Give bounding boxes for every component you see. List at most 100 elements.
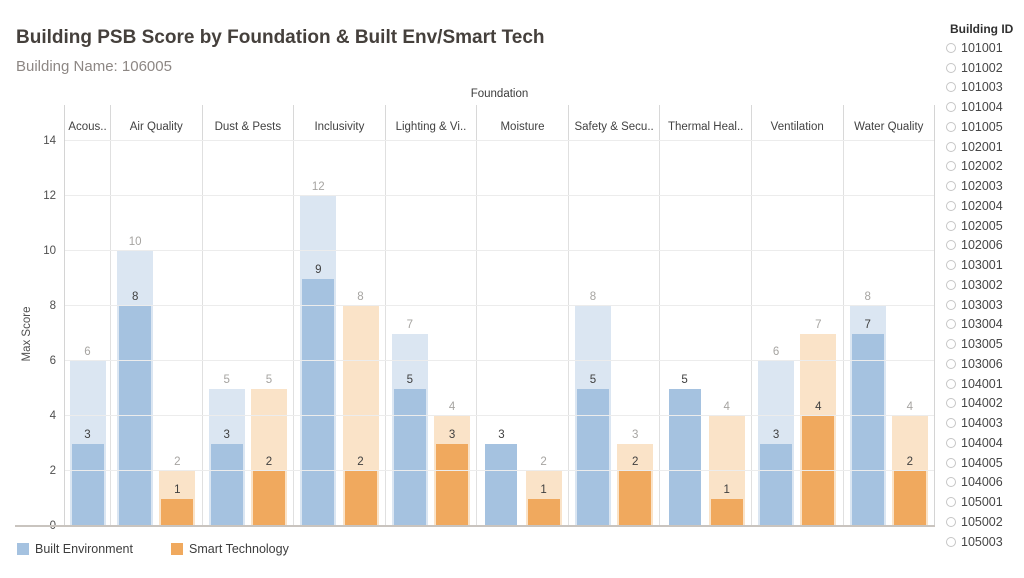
radio-button-icon[interactable] (946, 398, 956, 409)
building-id-option-label: 105001 (961, 495, 1003, 510)
score-bar[interactable] (577, 388, 609, 526)
category-header-label: Inclusivity (294, 105, 386, 140)
radio-button-icon[interactable] (946, 121, 956, 132)
building-id-option-104003[interactable]: 104003 (946, 413, 1022, 433)
building-id-option-104001[interactable]: 104001 (946, 374, 1022, 394)
building-id-option-105001[interactable]: 105001 (946, 492, 1022, 512)
score-bar[interactable] (893, 471, 926, 526)
category-header-label: Acous.. (65, 105, 111, 140)
radio-button-icon[interactable] (946, 62, 956, 73)
score-label: 1 (723, 483, 730, 496)
building-id-option-101004[interactable]: 101004 (946, 97, 1022, 117)
building-id-option-label: 103001 (961, 258, 1003, 273)
building-id-option-104006[interactable]: 104006 (946, 473, 1022, 493)
building-id-option-103005[interactable]: 103005 (946, 334, 1022, 354)
y-axis-title: Max Score (21, 306, 33, 362)
building-id-option-102004[interactable]: 102004 (946, 196, 1022, 216)
building-id-option-label: 102003 (961, 179, 1003, 194)
building-id-option-105002[interactable]: 105002 (946, 512, 1022, 532)
radio-button-icon[interactable] (946, 141, 956, 152)
score-bar[interactable] (436, 443, 469, 526)
y-tick-label: 6 (49, 355, 56, 367)
score-bar[interactable] (485, 443, 518, 526)
radio-button-icon[interactable] (946, 161, 956, 172)
building-id-option-104005[interactable]: 104005 (946, 453, 1022, 473)
building-id-option-101005[interactable]: 101005 (946, 117, 1022, 137)
gridline (65, 470, 934, 471)
radio-button-icon[interactable] (946, 319, 956, 330)
bar-group: 12 9 (300, 141, 337, 526)
score-bar[interactable] (619, 471, 652, 526)
radio-button-icon[interactable] (946, 516, 956, 527)
score-bar[interactable] (851, 333, 884, 526)
building-id-filter-list: 101001 101002 101003 101004 101005 102001 1020… (946, 38, 1022, 552)
y-tick-label: 4 (49, 410, 56, 422)
radio-button-icon[interactable] (946, 358, 956, 369)
radio-button-icon[interactable] (946, 279, 956, 290)
x-axis-baseline (15, 525, 935, 527)
radio-button-icon[interactable] (946, 477, 956, 488)
score-label: 3 (498, 428, 505, 441)
category-header-label: Ventilation (752, 105, 844, 140)
radio-button-icon[interactable] (946, 200, 956, 211)
building-id-option-102001[interactable]: 102001 (946, 137, 1022, 157)
radio-button-icon[interactable] (946, 299, 956, 310)
radio-button-icon[interactable] (946, 437, 956, 448)
score-bar[interactable] (710, 498, 743, 526)
building-id-option-103002[interactable]: 103002 (946, 275, 1022, 295)
radio-button-icon[interactable] (946, 82, 956, 93)
building-id-option-102002[interactable]: 102002 (946, 157, 1022, 177)
legend-item-built-environment[interactable]: Built Environment (17, 542, 133, 556)
building-id-option-104004[interactable]: 104004 (946, 433, 1022, 453)
building-id-option-101003[interactable]: 101003 (946, 78, 1022, 98)
radio-button-icon[interactable] (946, 240, 956, 251)
max-score-label: 5 (265, 373, 273, 386)
radio-button-icon[interactable] (946, 181, 956, 192)
radio-button-icon[interactable] (946, 378, 956, 389)
gridline (65, 305, 934, 306)
score-bar[interactable] (527, 498, 560, 526)
score-bar[interactable] (71, 443, 104, 526)
score-bar[interactable] (668, 388, 701, 526)
score-label: 2 (906, 456, 914, 468)
building-id-option-101001[interactable]: 101001 (946, 38, 1022, 58)
building-id-option-label: 103004 (961, 317, 1003, 332)
radio-button-icon[interactable] (946, 339, 956, 350)
radio-button-icon[interactable] (946, 536, 956, 547)
score-bar[interactable] (760, 443, 793, 526)
y-tick-label: 14 (43, 135, 56, 147)
score-bar[interactable] (210, 443, 243, 526)
legend-item-smart-technology[interactable]: Smart Technology (171, 542, 289, 556)
radio-button-icon[interactable] (946, 42, 956, 53)
building-id-option-103004[interactable]: 103004 (946, 315, 1022, 335)
score-bar[interactable] (393, 388, 426, 526)
score-bar[interactable] (161, 498, 194, 526)
radio-button-icon[interactable] (946, 260, 956, 271)
radio-button-icon[interactable] (946, 102, 956, 113)
radio-button-icon[interactable] (946, 220, 956, 231)
radio-button-icon[interactable] (946, 457, 956, 468)
score-bar[interactable] (344, 471, 377, 526)
building-id-option-103003[interactable]: 103003 (946, 295, 1022, 315)
score-bar[interactable] (802, 416, 835, 526)
building-id-option-101002[interactable]: 101002 (946, 58, 1022, 78)
score-bar[interactable] (119, 306, 152, 526)
building-id-option-104002[interactable]: 104002 (946, 394, 1022, 414)
building-id-option-103006[interactable]: 103006 (946, 354, 1022, 374)
legend-label: Built Environment (35, 542, 133, 556)
building-id-option-102005[interactable]: 102005 (946, 216, 1022, 236)
building-id-option-102006[interactable]: 102006 (946, 236, 1022, 256)
building-id-option-102003[interactable]: 102003 (946, 176, 1022, 196)
building-id-option-105003[interactable]: 105003 (946, 532, 1022, 552)
radio-button-icon[interactable] (946, 418, 956, 429)
radio-button-icon[interactable] (946, 497, 956, 508)
category-header-label: Water Quality (854, 121, 924, 133)
building-id-option-103001[interactable]: 103001 (946, 255, 1022, 275)
building-id-option-label: 103005 (961, 337, 1003, 352)
score-bar[interactable] (302, 278, 335, 526)
score-bar[interactable] (252, 471, 285, 526)
